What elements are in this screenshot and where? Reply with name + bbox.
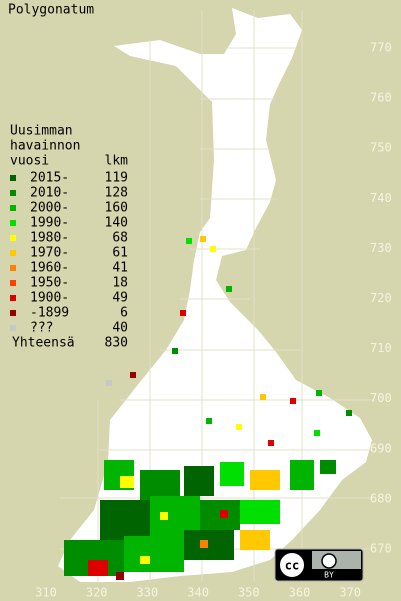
legend-count: 49 [112, 291, 128, 306]
legend-count: 40 [112, 321, 128, 336]
legend-column: lkm [105, 154, 129, 169]
finland-map [58, 8, 372, 582]
x-tick-label: 340 [187, 586, 209, 600]
legend-label: 1970- [30, 246, 69, 261]
legend-heading: Uusimman [10, 124, 73, 139]
legend-swatch [10, 250, 16, 256]
legend-swatch [10, 235, 16, 241]
x-tick-label: 320 [86, 586, 108, 600]
legend-swatch [10, 295, 16, 301]
legend-total: 830 [105, 336, 128, 351]
legend-total-label: Yhteensä [12, 336, 75, 351]
legend-count: 160 [105, 201, 128, 216]
y-tick-label: 750 [370, 141, 392, 155]
map-title: Polygonatum [8, 3, 94, 18]
legend-label: -1899 [30, 306, 69, 321]
x-tick-label: 360 [289, 586, 311, 600]
y-tick-label: 720 [370, 291, 392, 305]
cc-label: cc [285, 559, 299, 573]
legend-count: 119 [105, 171, 128, 186]
x-tick-label: 310 [35, 586, 57, 600]
legend-heading: havainnon [10, 139, 80, 154]
legend-count: 18 [112, 276, 128, 291]
y-tick-label: 700 [370, 391, 392, 405]
legend-swatch [10, 310, 16, 316]
legend-swatch [10, 190, 16, 196]
by-label: BY [324, 571, 334, 580]
legend-count: 41 [112, 261, 128, 276]
legend-column: vuosi [10, 154, 49, 169]
legend-label: 2000- [30, 201, 69, 216]
x-tick-label: 330 [137, 586, 159, 600]
y-tick-label: 680 [370, 491, 392, 505]
legend-swatch [10, 280, 16, 286]
y-tick-label: 710 [370, 341, 392, 355]
license-badge: cc BY [274, 548, 364, 582]
y-tick-label: 690 [370, 441, 392, 455]
legend-label: ??? [30, 321, 53, 336]
legend-swatch [10, 220, 16, 226]
legend-label: 1960- [30, 261, 69, 276]
legend-count: 68 [112, 231, 128, 246]
x-tick-label: 350 [238, 586, 260, 600]
legend-count: 140 [105, 216, 128, 231]
legend-swatch [10, 205, 16, 211]
legend-swatch [10, 325, 16, 331]
y-tick-label: 730 [370, 241, 392, 255]
legend-label: 1980- [30, 231, 69, 246]
legend-count: 128 [105, 186, 128, 201]
y-tick-label: 770 [370, 41, 392, 55]
legend-label: 1900- [30, 291, 69, 306]
y-tick-label: 670 [370, 542, 392, 556]
legend-count: 6 [120, 306, 128, 321]
legend-label: 2010- [30, 186, 69, 201]
legend-swatch [10, 175, 16, 181]
legend-label: 2015- [30, 171, 69, 186]
legend-label: 1990- [30, 216, 69, 231]
legend-count: 61 [112, 246, 128, 261]
legend-swatch [10, 265, 16, 271]
y-tick-label: 760 [370, 91, 392, 105]
legend-label: 1950- [30, 276, 69, 291]
y-tick-label: 740 [370, 191, 392, 205]
observation-squares [64, 236, 352, 580]
x-tick-label: 370 [339, 586, 361, 600]
